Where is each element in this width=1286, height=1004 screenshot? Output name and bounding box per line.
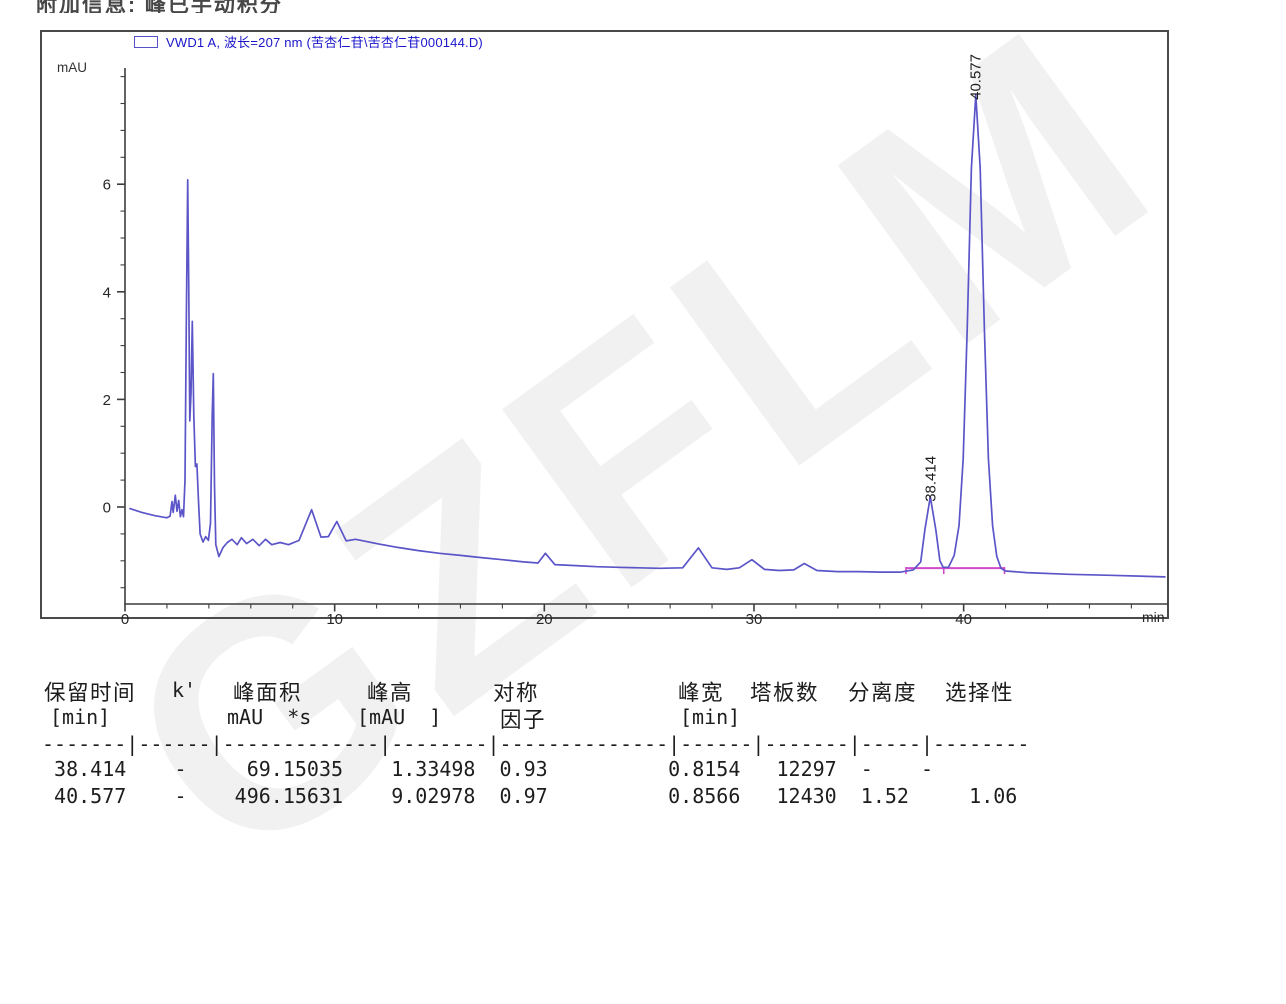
table-header-peak-width: 峰宽 [678,681,725,705]
svg-text:4: 4 [103,284,111,301]
svg-text:0: 0 [103,500,111,517]
table-subheader-symmetry-factor: 因子 [500,708,547,732]
table-header-k-prime: k' [172,678,197,702]
table-header-symmetry: 对称 [493,681,540,705]
table-subheader-retention-unit: [min] [50,705,111,729]
svg-text:0: 0 [121,611,129,628]
table-separator-line: -------|------|-------------|--------|--… [42,732,1030,756]
chromatogram-frame [40,30,1169,619]
signal-trace [129,94,1166,578]
table-subheader-height-unit: [mAU ] [357,705,442,729]
axes: 0 2 4 6 0 10 20 30 40 min [103,68,1168,628]
table-header-retention-time: 保留时间 [44,681,137,705]
svg-text:min: min [1142,609,1165,625]
svg-text:10: 10 [326,611,343,628]
table-header-selectivity: 选择性 [945,681,1015,705]
svg-text:6: 6 [103,177,111,194]
svg-text:30: 30 [746,611,763,628]
legend-swatch-icon [134,35,158,48]
chromatogram-plot: 0 2 4 6 0 10 20 30 40 min 38.414 40.577 [103,54,1168,628]
top-note-text: 附加信息: 峰已手动积分 [36,0,283,13]
svg-text:38.414: 38.414 [922,456,939,502]
chart-legend: VWD1 A, 波长=207 nm (苦杏仁苷\苦杏仁苷000144.D) [134,32,483,51]
peak-labels: 38.414 40.577 [922,54,984,502]
integration-baseline [905,567,1006,575]
table-subheader-area-unit: mAU *s [227,705,312,729]
table-row: 40.577 - 496.15631 9.02978 0.97 0.8566 1… [42,784,1018,808]
svg-text:20: 20 [536,611,553,628]
table-header-peak-height: 峰高 [367,681,414,705]
y-axis-unit-label: mAU [57,60,87,75]
legend-label: VWD1 A, 波长=207 nm (苦杏仁苷\苦杏仁苷000144.D) [166,35,483,50]
svg-text:40: 40 [955,611,972,628]
table-header-peak-area: 峰面积 [233,681,303,705]
top-note: 附加信息: 峰已手动积分 [36,0,283,13]
table-row: 38.414 - 69.15035 1.33498 0.93 0.8154 12… [42,757,934,781]
table-header-resolution: 分离度 [848,681,918,705]
table-header-plates: 塔板数 [750,681,820,705]
table-subheader-width-unit: [min] [680,705,741,729]
svg-text:40.577: 40.577 [968,54,985,100]
svg-text:2: 2 [103,392,111,409]
